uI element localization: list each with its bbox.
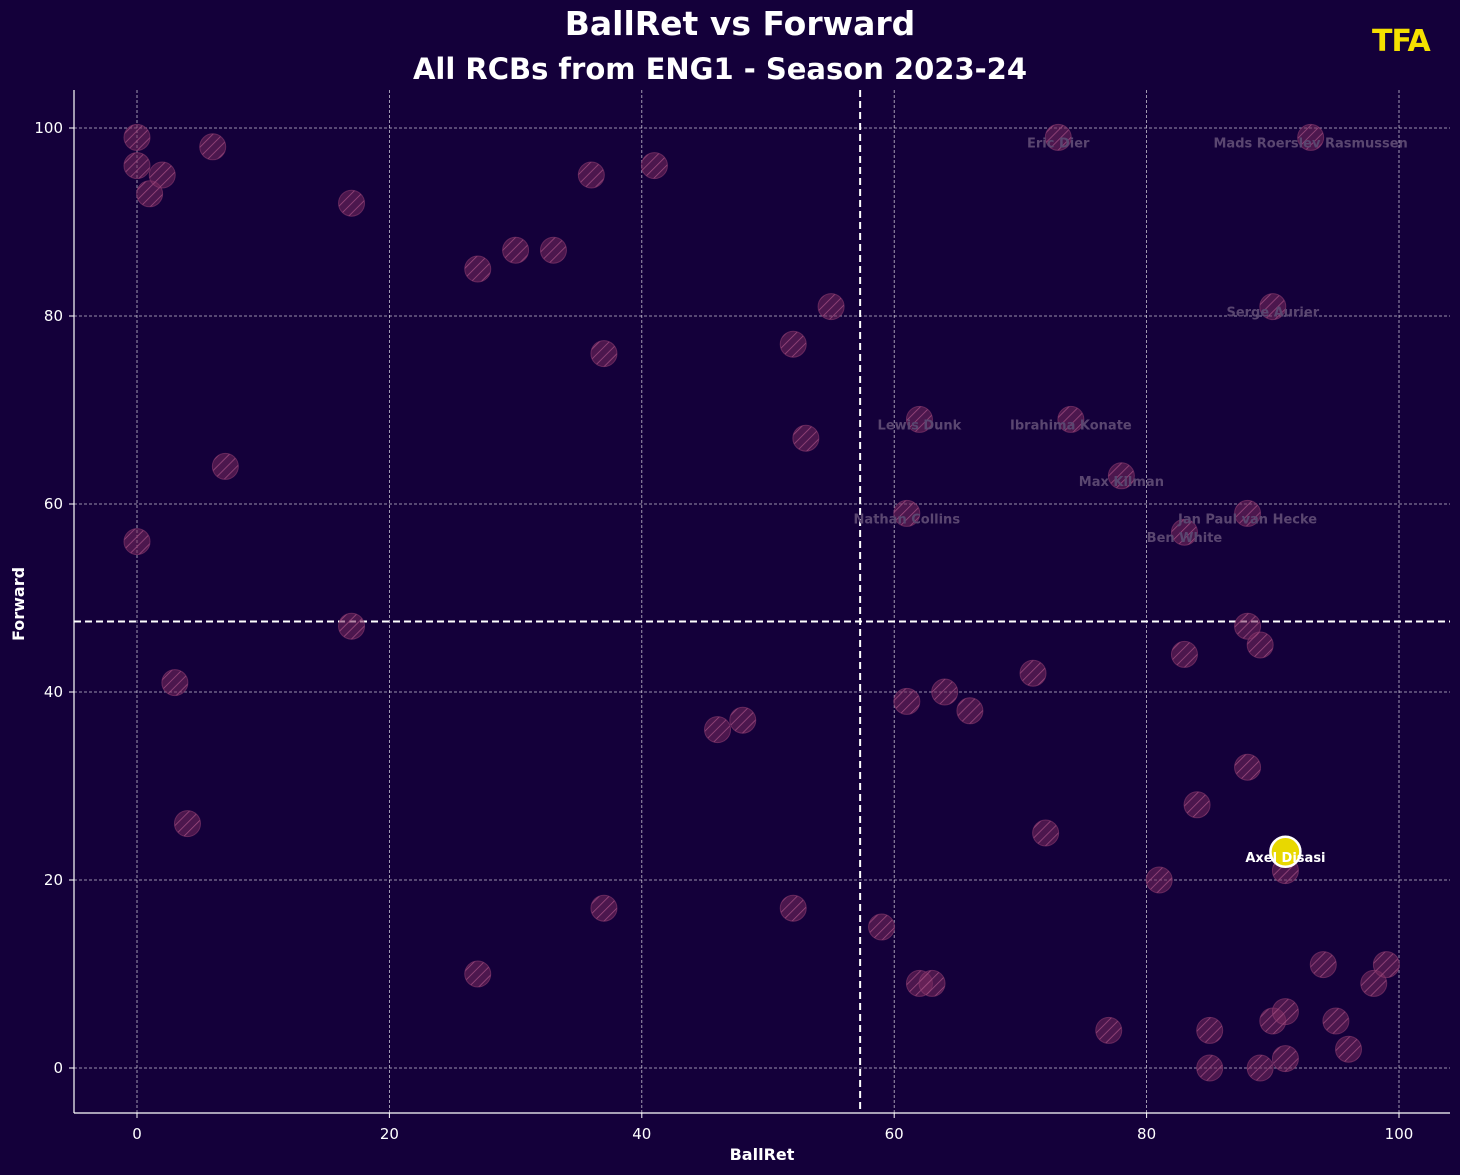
data-point-hatch — [148, 161, 176, 189]
y-axis-label: Forward — [9, 567, 28, 641]
data-point-hatch — [338, 612, 366, 640]
data-point-hatch — [199, 133, 227, 161]
data-point-hatch — [1259, 293, 1287, 321]
data-point-hatch — [211, 452, 239, 480]
x-tick-label: 0 — [132, 1125, 142, 1143]
data-point-hatch — [1271, 1045, 1299, 1073]
data-point-hatch — [1044, 123, 1072, 151]
y-tick-label: 40 — [44, 683, 63, 701]
data-point-hatch — [1032, 819, 1060, 847]
data-point-hatch — [577, 161, 605, 189]
chart-title: BallRet vs Forward — [564, 4, 916, 43]
data-point-hatch — [1107, 462, 1135, 490]
data-point-hatch — [1322, 1007, 1350, 1035]
data-point-hatch — [1145, 866, 1173, 894]
point-label: Max Kilman — [1079, 475, 1164, 490]
tfa-logo: TFA — [1372, 24, 1431, 59]
y-tick-label: 20 — [44, 871, 63, 889]
data-point-hatch — [1234, 612, 1262, 640]
point-labels: Eric Dier Mads Roerslev Rasmussen Serge Au… — [854, 136, 1408, 865]
y-tick-label: 100 — [34, 119, 63, 137]
data-point-hatch — [1234, 499, 1262, 527]
data-point-hatch — [1095, 1016, 1123, 1044]
data-point-hatch — [464, 255, 492, 283]
x-axis-label: BallRet — [730, 1145, 795, 1164]
data-point-hatch — [590, 894, 618, 922]
data-point-hatch — [464, 960, 492, 988]
point-label: Jan Paul van Hecke — [1177, 512, 1317, 527]
data-point-hatch — [136, 180, 164, 208]
y-tick-label: 80 — [44, 307, 63, 325]
data-point-hatch — [1309, 951, 1337, 979]
data-point-hatch — [1246, 631, 1274, 659]
grid — [74, 90, 1450, 1113]
data-point-hatch — [1335, 1035, 1363, 1063]
data-point-hatch — [161, 669, 189, 697]
data-point-hatch — [779, 894, 807, 922]
data-point-hatch — [956, 697, 984, 725]
data-point-hatch — [1170, 518, 1198, 546]
point-label: Nathan Collins — [854, 512, 961, 527]
data-point-hatch — [1019, 659, 1047, 687]
data-point-hatch — [590, 340, 618, 368]
point-label: Ibrahima Konate — [1010, 418, 1132, 433]
y-tick-label: 60 — [44, 495, 63, 513]
data-point-hatch — [893, 687, 921, 715]
data-point-hatch — [1372, 951, 1400, 979]
data-point-hatch — [123, 528, 151, 556]
data-point-hatch — [1196, 1054, 1224, 1082]
y-tick-label: 0 — [53, 1059, 63, 1077]
data-point-hatch — [1234, 753, 1262, 781]
data-point-hatch — [123, 152, 151, 180]
data-point-hatch — [893, 499, 921, 527]
data-point-hatch — [173, 810, 201, 838]
data-point-hatch — [1246, 1054, 1274, 1082]
data-point-hatch — [1271, 998, 1299, 1026]
point-label: Eric Dier — [1027, 136, 1090, 151]
data-points — [123, 123, 1400, 1082]
point-label: Ben White — [1147, 531, 1223, 546]
x-tick-label: 60 — [885, 1125, 904, 1143]
data-point-hatch — [1360, 969, 1388, 997]
data-point-hatch — [817, 293, 845, 321]
data-point-hatch — [1297, 123, 1325, 151]
data-point-hatch — [704, 716, 732, 744]
data-point-hatch — [123, 123, 151, 151]
chart-subtitle: All RCBs from ENG1 - Season 2023-24 — [412, 52, 1028, 86]
data-point-hatch — [905, 405, 933, 433]
data-point-hatch — [729, 706, 757, 734]
data-point-hatch — [640, 152, 668, 180]
data-point-hatch — [918, 969, 946, 997]
data-point-hatch — [1196, 1016, 1224, 1044]
highlight-label: Axel Disasi — [1245, 851, 1325, 866]
data-point-hatch — [539, 236, 567, 264]
data-point-hatch — [1183, 791, 1211, 819]
point-label: Serge Aurier — [1226, 306, 1319, 321]
x-tick-label: 40 — [632, 1125, 651, 1143]
point-label: Lewis Dunk — [878, 418, 962, 433]
x-tick-label: 80 — [1137, 1125, 1156, 1143]
axes: BallRet Forward 0 20 40 60 80 100 0 20 40 60 80 100 — [9, 90, 1450, 1164]
data-point-hatch — [1057, 405, 1085, 433]
data-point-hatch — [868, 913, 896, 941]
data-point-hatch — [1170, 640, 1198, 668]
data-point-hatch — [338, 189, 366, 217]
data-point-hatch — [779, 330, 807, 358]
point-label: Mads Roerslev Rasmussen — [1213, 136, 1407, 151]
data-point-hatch — [792, 424, 820, 452]
highlight-point — [1269, 835, 1302, 869]
data-point-hatch — [931, 678, 959, 706]
x-tick-label: 20 — [380, 1125, 399, 1143]
x-tick-label: 100 — [1385, 1125, 1414, 1143]
data-point-hatch — [502, 236, 530, 264]
reference-lines — [74, 90, 1450, 1113]
